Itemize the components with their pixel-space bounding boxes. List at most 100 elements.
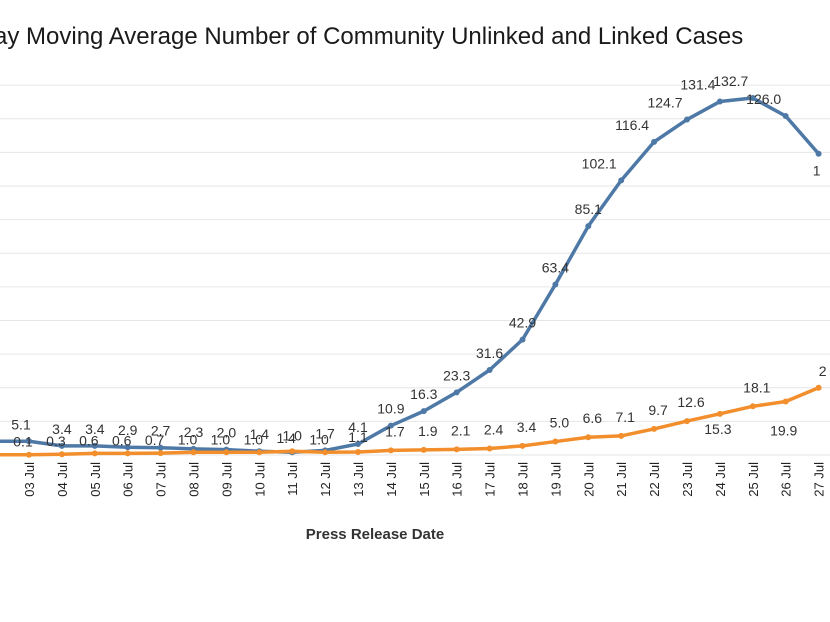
- data-label: 3.4: [52, 421, 72, 437]
- data-label: 85.1: [575, 201, 602, 217]
- data-label: 1.0: [244, 431, 264, 447]
- series-1-point: [651, 425, 658, 432]
- data-label: 63.4: [542, 259, 569, 275]
- x-tick-label: 11 Jul: [285, 462, 300, 496]
- data-label: 9.7: [648, 402, 668, 418]
- x-tick-label: 24 Jul: [713, 462, 728, 497]
- data-label: 42.9: [509, 315, 536, 331]
- x-tick-label: 16 Jul: [450, 462, 465, 497]
- data-label: 131.4: [680, 77, 715, 93]
- data-label: 1.7: [315, 425, 335, 441]
- series-1-point: [815, 384, 822, 391]
- data-label: 1.0: [309, 431, 329, 447]
- data-label: 2.4: [484, 422, 504, 438]
- x-tick-label: 03 Jul: [22, 462, 37, 497]
- data-label: 6.6: [583, 410, 603, 426]
- data-label: 1: [813, 163, 821, 179]
- series-0-point: [651, 138, 658, 145]
- data-label: 31.6: [476, 345, 503, 361]
- series-0-point: [387, 422, 394, 429]
- data-label: 1.9: [418, 423, 438, 439]
- data-label: 19.9: [770, 422, 797, 438]
- series-0-point: [124, 444, 131, 451]
- data-label: 2.0: [217, 425, 237, 441]
- series-1-point: [749, 403, 756, 410]
- data-label: 0.7: [145, 432, 165, 448]
- data-label: 1.0: [178, 431, 198, 447]
- data-labels: 5.1 3.4 3.4 2.9 2.7 2.3 2.0 1.4 1.0 1.7 4.110.916.…: [11, 73, 826, 450]
- data-label: 1.1: [348, 429, 368, 445]
- x-tick-label: 14 Jul: [384, 462, 399, 497]
- gridlines: [0, 84, 830, 456]
- data-label: 18.1: [743, 379, 770, 395]
- x-tick-label: 18 Jul: [516, 462, 531, 497]
- x-tick-label: 22 Jul: [647, 462, 662, 497]
- x-tick-label: 20 Jul: [581, 462, 596, 497]
- series-line-1: [0, 386, 820, 457]
- data-label: 2.7: [151, 423, 171, 439]
- data-label: 1.0: [211, 431, 231, 447]
- x-tick-label: 19 Jul: [548, 462, 563, 497]
- series-1-point: [387, 447, 394, 454]
- series-0-point: [684, 116, 690, 123]
- series-lines: [0, 96, 820, 457]
- series-1-point: [585, 434, 592, 441]
- series-0-point: [552, 281, 559, 288]
- x-tick-label: 23 Jul: [680, 462, 695, 497]
- series-1-point: [58, 451, 65, 458]
- data-label: 3.4: [85, 421, 105, 437]
- data-label: 0.6: [112, 432, 132, 448]
- data-label: 1.7: [385, 423, 405, 439]
- series-1-point: [420, 446, 427, 453]
- data-label: 0.1: [13, 434, 33, 450]
- series-1-point: [190, 449, 197, 456]
- data-label: 5.0: [550, 415, 570, 431]
- series-1-point: [552, 438, 559, 445]
- data-label: 16.3: [410, 386, 437, 402]
- series-0-point: [749, 95, 756, 102]
- x-tick-label: 07 Jul: [154, 462, 169, 497]
- series-0-point: [91, 442, 98, 449]
- data-label: 15.3: [704, 421, 731, 437]
- data-label: 124.7: [647, 95, 682, 111]
- series-0-point: [815, 150, 822, 157]
- series-1-point: [618, 432, 625, 439]
- series-0-point: [486, 366, 493, 373]
- series-0-point: [618, 177, 625, 184]
- series-0-point: [519, 336, 526, 343]
- data-label: 0.6: [79, 432, 99, 448]
- data-label: 102.1: [582, 155, 617, 171]
- series-0-point: [716, 98, 723, 105]
- series-0-point: [585, 223, 592, 230]
- x-axis-ticks: 03 Jul 04 Jul 05 Jul 06 Jul 07 Jul 08 Jul 09 J…: [22, 462, 827, 497]
- series-1-point: [716, 410, 723, 417]
- series-1-point: [124, 450, 131, 457]
- series-1-point: [322, 449, 329, 456]
- x-tick-label: 21 Jul: [614, 462, 629, 497]
- series-0-point: [782, 113, 789, 120]
- x-tick-label: 26 Jul: [779, 462, 794, 497]
- data-label: 116.4: [615, 117, 649, 133]
- x-tick-label: 13 Jul: [351, 462, 366, 497]
- data-label: 1.0: [282, 427, 302, 443]
- series-1-point: [486, 445, 493, 452]
- series-0-point: [157, 444, 164, 451]
- x-tick-label: 04 Jul: [55, 462, 70, 497]
- series-1-point: [355, 449, 361, 456]
- data-label: 2.3: [184, 424, 204, 440]
- series-0-point: [453, 389, 460, 396]
- series-line-0: [0, 96, 820, 455]
- x-axis-label: Press Release Date: [306, 526, 444, 543]
- series-1-point: [289, 448, 296, 455]
- x-tick-label: 27 Jul: [812, 462, 827, 497]
- series-1-point: [26, 451, 32, 458]
- series-1-point: [453, 446, 460, 453]
- data-label: 1.4: [276, 430, 296, 446]
- x-tick-label: 15 Jul: [417, 462, 432, 497]
- series-0-point: [420, 408, 427, 415]
- data-label: 2: [819, 363, 827, 379]
- data-label: 10.9: [377, 401, 404, 417]
- x-tick-label: 17 Jul: [483, 462, 498, 497]
- series-1-point: [684, 418, 690, 425]
- x-tick-label: 12 Jul: [318, 462, 333, 497]
